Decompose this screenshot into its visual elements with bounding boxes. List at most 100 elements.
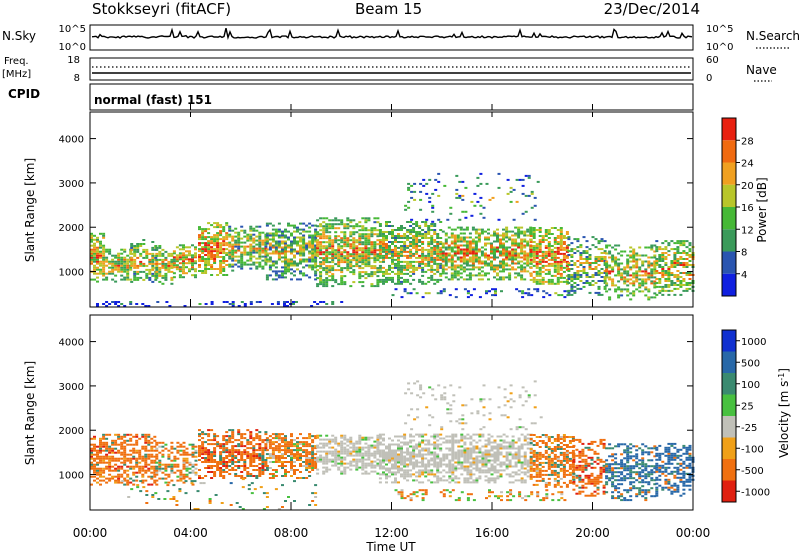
cell-power-10 (514, 262, 518, 265)
cell-power-3 (161, 282, 165, 285)
cell-velocity-0 (96, 449, 99, 452)
cell-velocity-4 (322, 458, 326, 461)
cell-power-17 (494, 288, 497, 291)
cell-power-7 (265, 278, 269, 281)
cell-velocity-3 (271, 457, 275, 459)
cell-power-17 (478, 296, 482, 299)
cell-velocity-3 (271, 469, 275, 471)
cell-velocity-4 (370, 444, 374, 447)
cell-power-9 (403, 268, 407, 271)
cell-power-8 (352, 259, 356, 262)
cell-power-8 (325, 285, 329, 288)
cell-power-16 (225, 301, 229, 303)
cell-power-10 (493, 264, 496, 267)
cell-power-9 (378, 266, 382, 269)
cell-velocity-2 (264, 431, 268, 434)
cell-power-6 (255, 243, 259, 246)
cell-power-13 (626, 274, 630, 277)
cell-velocity-0 (150, 475, 154, 478)
cell-velocity-3 (296, 447, 299, 450)
cell-power-9 (412, 278, 416, 281)
cell-power-12 (600, 258, 604, 260)
cell-power-14 (676, 280, 680, 282)
cell-power-9 (400, 235, 403, 237)
cell-power-10 (459, 236, 463, 239)
cell-velocity-4 (328, 468, 332, 471)
cell-power-10 (450, 258, 454, 261)
cell-power-13 (644, 246, 648, 249)
cell-power-0 (96, 256, 99, 259)
cell-power-7 (302, 244, 306, 247)
cell-power-8 (364, 243, 368, 246)
cell-velocity-0 (147, 435, 151, 438)
cell-power-15 (407, 206, 411, 209)
cell-power-8 (322, 237, 326, 240)
cell-velocity-5 (388, 445, 391, 448)
cell-power-7 (287, 222, 290, 225)
cell-power-8 (373, 273, 377, 276)
cell-power-9 (430, 276, 434, 279)
cell-power-6 (264, 255, 268, 258)
cell-power-11 (538, 227, 542, 229)
cell-velocity-1 (185, 447, 189, 450)
cell-power-4 (194, 254, 197, 257)
cell-velocity-0 (105, 433, 109, 436)
cell-power-7 (271, 270, 275, 273)
cell-power-7 (299, 262, 302, 265)
cell-power-9 (439, 254, 443, 257)
cell-power-9 (400, 264, 403, 267)
cell-power-1 (111, 278, 115, 281)
cell-velocity-4 (370, 452, 374, 455)
cell-power-0 (93, 238, 96, 241)
cell-power-9 (430, 246, 434, 249)
cell-power-10 (444, 232, 448, 235)
cell-power-12 (597, 258, 601, 260)
cell-power-2 (133, 260, 137, 263)
cell-velocity-4 (358, 458, 362, 461)
cell-power-8 (328, 271, 332, 274)
cell-power-1 (114, 266, 118, 269)
cell-power-11 (532, 227, 536, 229)
cell-power-1 (126, 264, 130, 267)
cell-power-14 (664, 272, 668, 274)
cell-power-13 (653, 280, 657, 283)
cell-velocity-0 (147, 463, 151, 466)
power-colorbar-tick-label: 24 (741, 159, 754, 170)
cell-velocity-4 (319, 442, 323, 445)
cell-power-2 (145, 276, 149, 279)
cell-power-5 (225, 224, 229, 227)
cell-power-17 (527, 288, 531, 291)
cell-power-13 (611, 282, 615, 285)
cell-power-13 (644, 278, 648, 281)
cell-power-10 (474, 250, 478, 253)
cell-velocity-4 (355, 448, 359, 451)
cell-velocity-3 (287, 443, 290, 446)
cpid-label: CPID (8, 87, 40, 101)
cell-velocity-1 (191, 469, 195, 472)
cell-power-8 (376, 267, 380, 270)
cell-power-6 (249, 229, 253, 232)
cell-velocity-4 (376, 448, 380, 451)
cell-power-1 (105, 260, 109, 263)
cell-velocity-2 (243, 453, 247, 456)
cell-power-8 (352, 257, 356, 260)
cell-power-15 (464, 186, 468, 189)
cell-power-9 (382, 256, 385, 259)
cell-power-0 (102, 274, 106, 277)
cell-power-9 (382, 243, 385, 245)
cell-power-9 (385, 235, 388, 237)
cell-velocity-3 (293, 455, 296, 457)
cell-power-11 (559, 237, 563, 239)
cell-power-5 (213, 258, 217, 260)
cell-power-7 (284, 252, 287, 255)
cell-power-9 (400, 237, 403, 239)
cell-velocity-0 (120, 461, 124, 464)
cell-power-11 (538, 270, 542, 273)
cell-power-8 (358, 271, 362, 274)
cell-power-7 (311, 246, 315, 249)
cell-velocity-3 (308, 461, 312, 463)
cell-power-15 (458, 218, 462, 221)
cell-power-5 (201, 236, 205, 239)
cell-power-15 (533, 218, 537, 221)
cell-power-8 (355, 225, 359, 228)
